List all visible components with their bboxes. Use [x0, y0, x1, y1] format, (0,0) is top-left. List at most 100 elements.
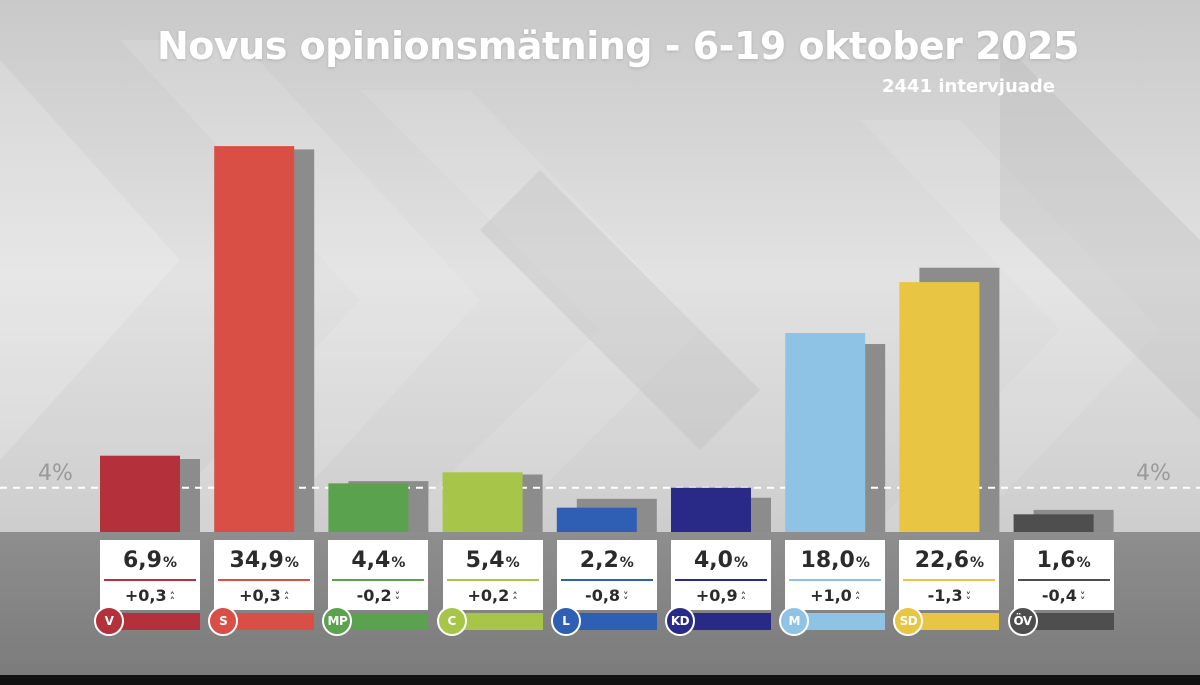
change-label: +0,3 ˄ ˄	[100, 586, 200, 608]
party-color-strip-c	[442, 613, 543, 630]
card-separator	[789, 579, 882, 581]
value-unit: %	[162, 555, 177, 571]
value-card-mp: 4,4% -0,2 ˅ ˅	[328, 540, 429, 610]
value-unit: %	[391, 555, 406, 571]
value-unit: %	[284, 555, 299, 571]
bar-sd	[899, 282, 980, 532]
value-number: 18,0	[800, 548, 855, 573]
chevron-double-up-icon: ˄ ˄	[740, 590, 747, 608]
value-card-öv: 1,6% -0,4 ˅ ˅	[1013, 540, 1114, 610]
value-label: 5,4%	[443, 548, 543, 573]
value-number: 4,0	[693, 548, 733, 573]
bottom-strip	[0, 675, 1200, 685]
party-badge-öv: ÖV	[1007, 606, 1038, 636]
value-number: 34,9	[229, 548, 284, 573]
chevron-double-up-icon: ˄ ˄	[512, 590, 518, 608]
value-number: 5,4	[465, 548, 505, 573]
party-badge-sd: SD	[893, 606, 924, 636]
value-label: 2,2%	[557, 548, 657, 573]
value-number: 2,2	[579, 548, 619, 573]
bar-v	[100, 455, 180, 532]
chevron-double-down-icon: ˅ ˅	[965, 590, 972, 608]
value-card-sd: 22,6% -1,3 ˅ ˅	[899, 540, 1000, 610]
change-label: -1,3 ˅ ˅	[899, 586, 999, 608]
value-label: 6,9%	[100, 548, 200, 573]
value-unit: %	[970, 555, 985, 571]
card-separator	[218, 579, 311, 581]
party-color-strip-sd	[899, 613, 1000, 630]
party-badge-m: M	[779, 606, 810, 636]
value-unit: %	[855, 555, 870, 571]
bar-s	[214, 146, 295, 532]
card-separator	[1017, 579, 1110, 581]
value-card-m: 18,0% +1,0 ˄ ˄	[785, 540, 886, 610]
card-separator	[560, 579, 653, 581]
party-color-strip-öv	[1013, 613, 1114, 630]
bar-c	[442, 472, 523, 532]
change-value: -0,2	[356, 586, 392, 605]
bar-kd	[671, 487, 751, 532]
chevron-double-up-icon: ˄ ˄	[854, 590, 861, 608]
change-value: +1,0	[810, 586, 852, 605]
value-card-v: 6,9% +0,3 ˄ ˄	[100, 540, 200, 610]
value-label: 18,0%	[785, 548, 885, 573]
party-badge-mp: MP	[322, 606, 353, 636]
chart-title: Novus opinionsmätning - 6-19 oktober 202…	[157, 24, 1079, 68]
value-unit: %	[1076, 555, 1091, 571]
value-card-kd: 4,0% +0,9 ˄ ˄	[671, 540, 771, 610]
change-label: -0,4 ˅ ˅	[1014, 586, 1114, 608]
chevron-double-up-icon: ˄ ˄	[169, 590, 176, 608]
value-number: 6,9	[122, 548, 162, 573]
value-number: 1,6	[1036, 548, 1076, 573]
party-badge-kd: KD	[665, 606, 695, 636]
card-separator	[675, 579, 767, 581]
value-label: 1,6%	[1014, 548, 1114, 573]
value-label: 4,4%	[328, 548, 428, 573]
bar-m	[785, 332, 866, 532]
party-color-strip-v	[100, 613, 200, 630]
party-color-strip-l	[556, 613, 657, 630]
change-value: +0,2	[467, 586, 510, 605]
change-value: -0,4	[1041, 586, 1077, 605]
card-separator	[332, 579, 425, 581]
change-value: +0,3	[124, 586, 167, 605]
change-label: +0,9 ˄ ˄	[671, 586, 771, 608]
bar-l	[556, 507, 637, 532]
party-color-strip-s	[214, 613, 315, 630]
threshold-label-left: 4%	[38, 461, 73, 486]
chart-subtitle: 2441 intervjuade	[882, 76, 1055, 97]
card-separator	[903, 579, 996, 581]
chevron-double-down-icon: ˅ ˅	[394, 590, 401, 608]
value-card-s: 34,9% +0,3 ˄ ˄	[214, 540, 315, 610]
value-number: 4,4	[351, 548, 391, 573]
party-color-strip-kd	[671, 613, 771, 630]
value-number: 22,6	[914, 548, 970, 573]
party-color-strip-m	[785, 613, 886, 630]
threshold-label-right: 4%	[1136, 461, 1171, 486]
bar-mp	[328, 483, 409, 532]
change-label: -0,2 ˅ ˅	[328, 586, 428, 608]
change-label: +0,2 ˄ ˄	[443, 586, 543, 608]
change-value: -0,8	[585, 586, 621, 605]
value-unit: %	[505, 555, 520, 571]
change-value: +0,3	[239, 586, 281, 605]
chevron-double-down-icon: ˅ ˅	[1079, 590, 1086, 608]
change-label: -0,8 ˅ ˅	[557, 586, 657, 608]
value-unit: %	[619, 555, 634, 571]
party-badge-l: L	[550, 606, 581, 636]
party-badge-c: C	[436, 606, 467, 636]
party-badge-v: V	[94, 606, 124, 636]
value-label: 22,6%	[899, 548, 999, 573]
value-unit: %	[733, 555, 748, 571]
change-value: +0,9	[695, 586, 738, 605]
change-value: -1,3	[927, 586, 963, 605]
card-separator	[446, 579, 539, 581]
change-label: +0,3 ˄ ˄	[214, 586, 314, 607]
chevron-double-down-icon: ˅ ˅	[623, 590, 629, 608]
bar-öv	[1013, 514, 1094, 532]
party-badge-s: S	[208, 606, 239, 636]
value-label: 4,0%	[671, 548, 771, 573]
